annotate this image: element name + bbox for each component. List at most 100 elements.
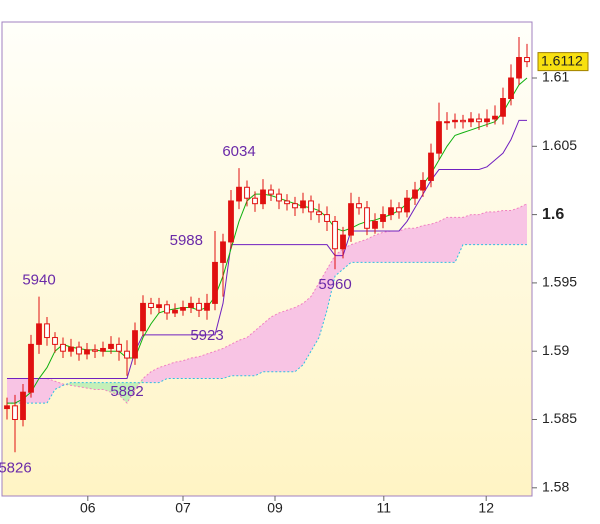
- cloud: [71, 382, 79, 387]
- cloud: [415, 225, 423, 263]
- x-tick-label: 09: [267, 500, 283, 516]
- candle-body: [396, 207, 402, 213]
- candle-body: [140, 302, 146, 332]
- candle-body: [260, 189, 266, 205]
- cloud: [183, 358, 191, 379]
- candle-body: [172, 309, 178, 314]
- cloud: [503, 210, 511, 245]
- cloud: [519, 203, 527, 245]
- cloud: [143, 371, 151, 383]
- cloud: [455, 217, 463, 263]
- candle-body: [516, 57, 522, 79]
- cloud: [311, 282, 319, 352]
- cloud: [303, 296, 311, 365]
- candle-body: [276, 193, 282, 202]
- cloud: [359, 239, 367, 263]
- cloud: [447, 217, 455, 263]
- candle-body: [348, 203, 354, 236]
- cloud: [39, 378, 47, 404]
- candle-body: [220, 241, 226, 263]
- x-tick-label: 11: [377, 500, 392, 516]
- candle-body: [444, 121, 450, 124]
- x-tick-label: 07: [175, 500, 191, 516]
- cloud: [247, 330, 255, 376]
- cloud: [87, 382, 95, 390]
- candle-body: [420, 179, 426, 191]
- cloud: [375, 232, 383, 263]
- candle-body: [436, 121, 442, 154]
- cloud: [431, 221, 439, 263]
- y-tick-label: 1.61: [542, 69, 569, 85]
- candle-body: [268, 189, 274, 195]
- y-tick-label: 1.59: [542, 342, 569, 358]
- candle-body: [284, 200, 290, 205]
- cloud: [95, 382, 103, 390]
- cloud: [471, 214, 479, 245]
- cloud: [111, 382, 119, 395]
- candle-body: [300, 200, 306, 209]
- candle-body: [524, 57, 530, 63]
- cloud: [159, 364, 167, 383]
- cloud: [487, 211, 495, 245]
- cloud: [495, 210, 503, 245]
- cloud: [255, 323, 263, 376]
- candle-body: [164, 304, 170, 314]
- candle-body: [44, 323, 50, 339]
- y-tick-label: 1.595: [542, 274, 577, 290]
- y-tick-label: 1.585: [542, 410, 577, 426]
- candle-body: [100, 347, 106, 352]
- candle-body: [108, 343, 114, 349]
- candle-body: [372, 220, 378, 229]
- y-tick-label: 1.6: [542, 206, 564, 223]
- candle-body: [492, 115, 498, 120]
- cloud: [391, 230, 399, 263]
- annotation: 5923: [190, 327, 223, 344]
- candle-body: [148, 302, 154, 308]
- cloud: [167, 362, 175, 379]
- cloud: [271, 312, 279, 372]
- candle-body: [84, 349, 90, 355]
- candle-body: [412, 189, 418, 199]
- candle-body: [380, 214, 386, 222]
- candle-body: [236, 186, 242, 202]
- candle-body: [404, 197, 410, 213]
- cloud: [351, 241, 359, 263]
- cloud: [79, 382, 87, 389]
- candle-body: [196, 302, 202, 311]
- candle-body: [252, 197, 258, 205]
- candle-body: [60, 343, 66, 352]
- cloud: [103, 382, 111, 393]
- candle-body: [316, 211, 322, 216]
- cloud: [423, 224, 431, 263]
- candle-body: [476, 118, 482, 123]
- candle-body: [356, 203, 362, 209]
- candle-body: [500, 97, 506, 117]
- cloud: [239, 337, 247, 376]
- annotation: 5826: [0, 459, 32, 476]
- last-price-label: 1.6112: [541, 52, 583, 68]
- candle-body: [28, 343, 34, 393]
- y-tick-label: 1.58: [542, 479, 569, 495]
- kijun-line: [7, 119, 527, 380]
- candle-body: [116, 343, 122, 352]
- cloud: [439, 217, 447, 263]
- cloud: [199, 353, 207, 379]
- candle-body: [332, 220, 338, 250]
- candle-body: [188, 302, 194, 308]
- cloud: [479, 211, 487, 245]
- candle-body: [340, 234, 346, 250]
- cloud: [215, 348, 223, 379]
- candle-body: [20, 391, 26, 421]
- candle-body: [292, 203, 298, 209]
- candle-body: [460, 119, 466, 123]
- cloud: [191, 356, 199, 379]
- x-tick-label: 12: [478, 500, 494, 516]
- cloud: [319, 269, 327, 338]
- candle-body: [124, 350, 130, 359]
- cloud: [295, 303, 303, 372]
- candle-body: [228, 200, 234, 243]
- span-a-line: [7, 203, 528, 404]
- cloud: [151, 367, 159, 383]
- candle-body: [4, 405, 10, 410]
